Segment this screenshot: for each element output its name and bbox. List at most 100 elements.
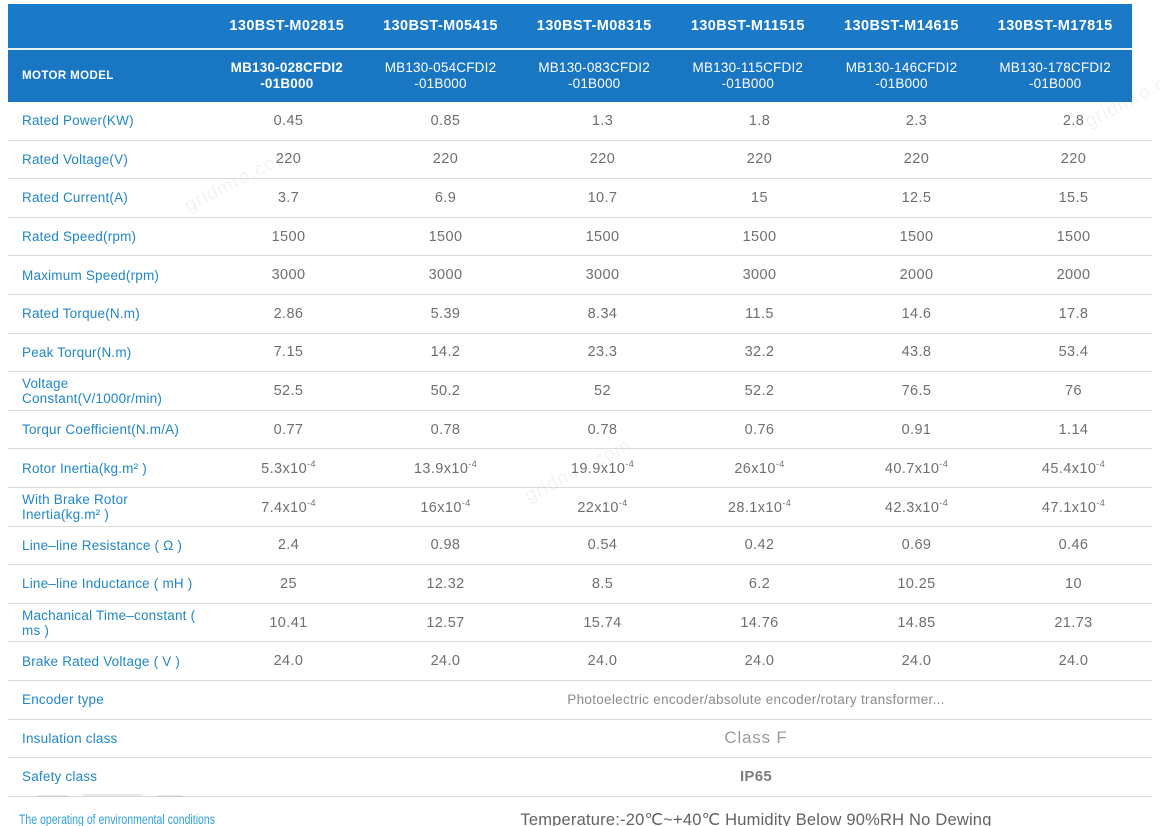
cell-value: 0.78 — [587, 421, 618, 438]
table-row: Voltage Constant(V/1000r/min) 52.5 50.2 52 5… — [8, 372, 1152, 411]
cell-value: 13.9x10-4 — [413, 459, 478, 478]
row-label: Rated Torque(N.m) — [22, 306, 140, 322]
cell-value: 2.8 — [1062, 112, 1085, 129]
cell-value: 0.42 — [744, 537, 775, 554]
table-row: Line–line Inductance ( mH ) 25 12.32 8.5 6.2… — [8, 565, 1152, 604]
cell-value: 14.6 — [901, 305, 932, 322]
table-row: Rotor Inertia(kg.m² ) 5.3x10-4 13.9x10-4 19… — [8, 449, 1152, 488]
cell-value: 12.5 — [901, 189, 932, 206]
table-row: Insulation class Class F — [8, 720, 1152, 759]
model-code-line1: MB130-054CFDI2 — [384, 60, 497, 75]
cell-value: 0.91 — [901, 421, 932, 438]
cell-value: 52.5 — [273, 382, 304, 399]
cell-value: 3000 — [428, 267, 463, 284]
cell-value: 24.0 — [901, 653, 932, 670]
table-row: Safety class IP65 — [8, 758, 1152, 797]
spec-rows: Rated Power(KW) 0.45 0.85 1.3 1.8 2.3 2.8 Rated… — [8, 102, 1152, 797]
cell-value: 8.34 — [587, 305, 618, 322]
table-row: Rated Power(KW) 0.45 0.85 1.3 1.8 2.3 2.8 — [8, 102, 1152, 141]
cell-value: 6.9 — [434, 189, 457, 206]
merged-value: Class F — [724, 728, 788, 748]
environment-conditions-row: The operating of environmental condition… — [8, 800, 1152, 826]
cell-value: 7.4x10-4 — [261, 497, 316, 516]
cell-value: 5.39 — [430, 305, 461, 322]
cell-value: 0.78 — [430, 421, 461, 438]
cell-value: 24.0 — [744, 653, 775, 670]
cell-value: 6.2 — [748, 575, 771, 592]
cell-value: 220 — [746, 151, 773, 168]
cell-value: 22x10-4 — [577, 497, 628, 516]
model-code: MB130-028CFDI2 -01B000 — [210, 60, 364, 92]
cell-value: 32.2 — [744, 344, 775, 361]
row-label: Rated Speed(rpm) — [22, 229, 137, 245]
cell-value: 14.85 — [897, 614, 936, 631]
cell-value: 25 — [280, 575, 297, 592]
table-row: Encoder type Photoelectric encoder/absolu… — [8, 681, 1152, 720]
model-code-line2: -01B000 — [875, 76, 928, 91]
cell-value: 1500 — [742, 228, 777, 245]
row-label: Machanical Time–constant ( ms ) — [22, 607, 196, 638]
cell-value: 8.5 — [591, 575, 614, 592]
model-code: MB130-115CFDI2 -01B000 — [671, 60, 825, 92]
cell-value: 0.76 — [744, 421, 775, 438]
cell-value: 2000 — [1056, 267, 1091, 284]
header-model-row: MOTOR MODEL MB130-028CFDI2 -01B000 MB130… — [8, 48, 1132, 102]
cell-value: 10 — [1065, 575, 1082, 592]
cell-value: 53.4 — [1058, 344, 1089, 361]
series-name: 130BST-M11515 — [690, 18, 805, 34]
cell-value: 15.5 — [1058, 189, 1089, 206]
row-label: Peak Torqur(N.m) — [22, 344, 132, 360]
row-label: Rated Voltage(V) — [22, 151, 129, 167]
row-label: Brake Rated Voltage ( V ) — [22, 653, 181, 669]
table-row: Peak Torqur(N.m) 7.15 14.2 23.3 32.2 43.8 53.4 — [8, 334, 1152, 373]
cell-value: 24.0 — [273, 653, 304, 670]
table-row: With Brake Rotor Inertia(kg.m² ) 7.4x10-4… — [8, 488, 1152, 527]
cell-value: 47.1x10-4 — [1041, 497, 1106, 516]
row-label: Torqur Coefficient(N.m/A) — [22, 422, 180, 438]
model-code-line1: MB130-028CFDI2 — [230, 60, 343, 75]
row-label: Line–line Inductance ( mH ) — [22, 576, 193, 592]
cell-value: 0.69 — [901, 537, 932, 554]
cell-value: 50.2 — [430, 382, 461, 399]
cell-value: 3000 — [271, 267, 306, 284]
model-code-line1: MB130-115CFDI2 — [692, 60, 804, 75]
series-name: 130BST-M02815 — [229, 18, 345, 34]
cell-value: 15 — [751, 189, 768, 206]
cell-value: 23.3 — [587, 344, 618, 361]
row-label: The operating of environmental condition… — [18, 812, 216, 826]
table-row: Maximum Speed(rpm) 3000 3000 3000 3000 2000 20… — [8, 256, 1152, 295]
cell-value: 1500 — [428, 228, 463, 245]
cell-value: 1500 — [585, 228, 620, 245]
cell-value: 0.98 — [430, 537, 461, 554]
cell-value: 52 — [594, 382, 611, 399]
cell-value: 43.8 — [901, 344, 932, 361]
row-label: Encoder type — [22, 692, 104, 708]
environment-conditions-value: Temperature:-20℃~+40℃ Humidity Below 90%… — [520, 811, 992, 826]
cell-value: 14.76 — [740, 614, 779, 631]
row-label: Maximum Speed(rpm) — [22, 267, 160, 283]
motor-model-label: MOTOR MODEL — [22, 70, 114, 82]
table-row: Brake Rated Voltage ( V ) 24.0 24.0 24.0 24.… — [8, 642, 1152, 681]
row-label: Rated Power(KW) — [22, 113, 134, 129]
cell-value: 76 — [1065, 382, 1082, 399]
row-label: Rotor Inertia(kg.m² ) — [22, 460, 147, 476]
cell-value: 220 — [432, 151, 459, 168]
model-code-line2: -01B000 — [414, 76, 467, 91]
model-code: MB130-178CFDI2 -01B000 — [978, 60, 1132, 92]
cell-value: 11.5 — [745, 305, 774, 322]
cell-value: 45.4x10-4 — [1041, 459, 1106, 478]
row-label: Rated Current(A) — [22, 190, 128, 206]
cell-value: 0.85 — [430, 112, 461, 129]
cell-value: 2000 — [899, 267, 934, 284]
row-label: With Brake Rotor Inertia(kg.m² ) — [22, 491, 128, 522]
table-row: Rated Torque(N.m) 2.86 5.39 8.34 11.5 14.6 17.… — [8, 295, 1152, 334]
cell-value: 1500 — [1056, 228, 1091, 245]
cell-value: 220 — [589, 151, 616, 168]
cell-value: 19.9x10-4 — [570, 459, 635, 478]
cell-value: 16x10-4 — [420, 497, 471, 516]
cell-value: 42.3x10-4 — [884, 497, 949, 516]
cell-value: 10.7 — [587, 189, 618, 206]
merged-value: IP65 — [739, 768, 773, 786]
cell-value: 3000 — [742, 267, 777, 284]
cell-value: 1.3 — [591, 112, 614, 129]
